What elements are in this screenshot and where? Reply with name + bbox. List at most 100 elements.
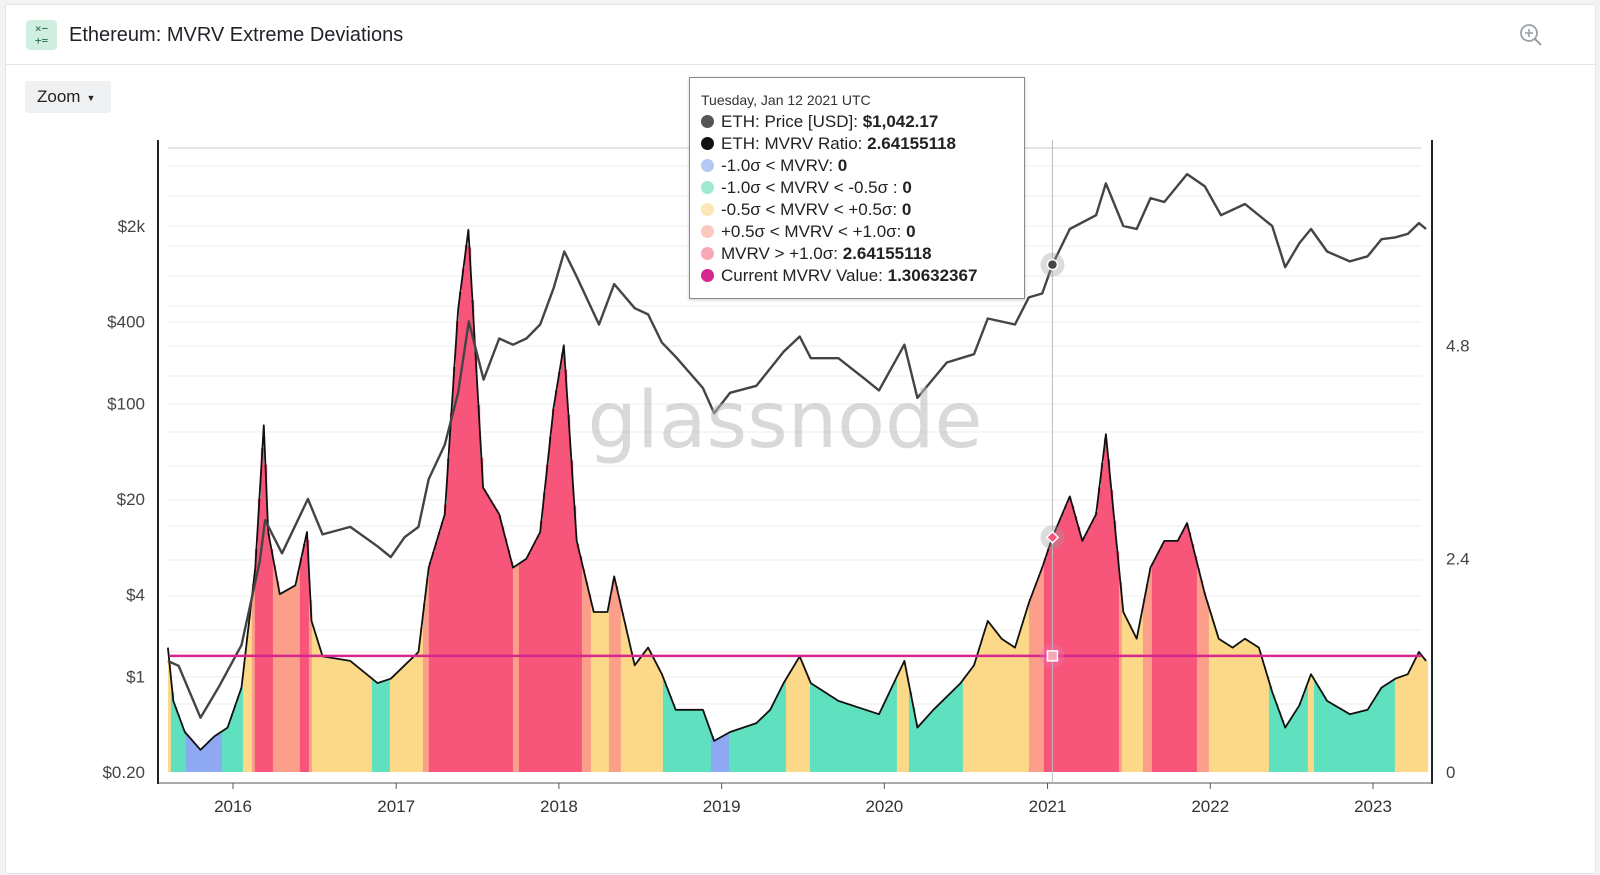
mvrv-band-bar — [932, 708, 937, 772]
mvrv-band-bar — [371, 679, 376, 772]
x-tick-label: 2023 — [1354, 797, 1392, 816]
mvrv-band-bar — [179, 722, 184, 772]
mvrv-band-bar — [1358, 711, 1363, 772]
mvrv-band-bar — [566, 414, 571, 772]
mvrv-band-bar — [302, 544, 307, 772]
tooltip-value: 0 — [837, 156, 848, 175]
mvrv-band-bar — [1145, 583, 1150, 772]
mvrv-band-bar — [890, 686, 895, 772]
mvrv-band-bar — [449, 412, 454, 772]
mvrv-band-bar — [254, 548, 259, 772]
zoom-in-icon[interactable] — [1518, 22, 1544, 48]
mvrv-band-bar — [809, 683, 814, 772]
mvrv-band-bar — [1250, 643, 1255, 772]
mvrv-band-bar — [1418, 653, 1423, 772]
y-right-tick-label: 4.8 — [1446, 336, 1470, 355]
mvrv-band-bar — [1337, 708, 1342, 772]
mvrv-band-bar — [956, 685, 961, 772]
mvrv-band-bar — [281, 592, 286, 772]
mvrv-band-bar — [821, 691, 826, 772]
mvrv-band-bar — [1400, 676, 1405, 772]
mvrv-band-bar — [242, 662, 247, 772]
mvrv-band-bar — [851, 705, 856, 772]
mvrv-band-bar — [731, 730, 736, 772]
mvrv-band-bar — [653, 661, 658, 772]
mvrv-band-bar — [1373, 697, 1378, 772]
mvrv-band-bar — [899, 667, 904, 772]
mvrv-band-bar — [764, 713, 769, 772]
mvrv-band-bar — [380, 681, 385, 772]
mvrv-band-bar — [245, 636, 250, 772]
mvrv-band-bar — [1178, 535, 1183, 772]
mvrv-band-bar — [869, 711, 874, 772]
mvrv-band-bar — [1217, 639, 1222, 772]
mvrv-band-bar — [1376, 692, 1381, 772]
mvrv-band-bar — [1316, 686, 1321, 772]
mvrv-band-bar — [776, 693, 781, 772]
mvrv-band-bar — [194, 745, 199, 772]
legend-dot-icon — [701, 137, 714, 150]
mvrv-band-bar — [1232, 646, 1237, 772]
mvrv-band-bar — [311, 627, 316, 772]
tooltip-value: 0 — [902, 178, 912, 197]
mvrv-band-bar — [935, 705, 940, 772]
mvrv-band-bar — [1094, 512, 1099, 772]
mvrv-band-bar — [401, 666, 406, 772]
tooltip-label: ETH: MVRV Ratio: — [721, 134, 868, 153]
tooltip-label: -1.0σ < MVRV: — [721, 156, 838, 175]
mvrv-band-bar — [1007, 643, 1012, 772]
mvrv-band-bar — [761, 716, 766, 772]
chevron-down-icon: ▼ — [86, 92, 96, 103]
mvrv-band-bar — [779, 687, 784, 772]
mvrv-band-bar — [743, 726, 748, 772]
mvrv-band-bar — [989, 625, 994, 772]
mvrv-band-bar — [752, 723, 757, 772]
mvrv-band-bar — [1106, 459, 1111, 772]
mvrv-band-bar — [593, 612, 598, 772]
tooltip-label: Current MVRV Value: — [721, 266, 888, 285]
mvrv-band-bar — [524, 558, 529, 772]
mvrv-band-bar — [986, 621, 991, 772]
mvrv-band-bar — [290, 587, 295, 772]
tooltip-value: 0 — [906, 222, 916, 241]
tooltip-row: Current MVRV Value: 1.30632367 — [701, 265, 1024, 287]
mvrv-band-bar — [1421, 657, 1426, 772]
zoom-dropdown[interactable]: Zoom ▼ — [25, 81, 111, 113]
mvrv-band-bar — [1403, 675, 1408, 772]
mvrv-band-bar — [476, 405, 481, 772]
mvrv-band-bar — [1067, 497, 1072, 772]
mvrv-band-bar — [1259, 656, 1264, 772]
mvrv-band-bar — [227, 722, 232, 772]
mvrv-band-bar — [575, 543, 580, 772]
mvrv-band-bar — [218, 732, 223, 772]
mvrv-band-bar — [611, 580, 616, 772]
mvrv-band-bar — [341, 659, 346, 772]
mvrv-band-bar — [1070, 505, 1075, 772]
mvrv-band-bar — [1148, 568, 1153, 772]
mvrv-band-bar — [803, 670, 808, 772]
mvrv-band-bar — [1265, 675, 1270, 772]
mvrv-band-bar — [1271, 695, 1276, 772]
mvrv-band-bar — [230, 713, 235, 772]
mvrv-band-bar — [644, 649, 649, 772]
y-left-tick-label: $4 — [126, 585, 145, 604]
mvrv-band-bar — [572, 505, 577, 772]
mvrv-band-bar — [767, 710, 772, 772]
mvrv-band-bar — [812, 685, 817, 772]
legend-dot-icon — [701, 159, 714, 172]
mvrv-band-bar — [1280, 720, 1285, 772]
tooltip-row: -0.5σ < MVRV < +0.5σ: 0 — [701, 199, 1024, 221]
mvrv-band-bar — [794, 661, 799, 772]
mvrv-band-bar — [569, 460, 574, 772]
mvrv-band-bar — [677, 709, 682, 772]
mvrv-band-bar — [992, 629, 997, 772]
mvrv-band-bar — [749, 724, 754, 772]
mvrv-band-bar — [1061, 511, 1066, 772]
mvrv-band-bar — [734, 729, 739, 772]
mvrv-band-bar — [374, 682, 379, 772]
mvrv-band-bar — [599, 612, 604, 772]
mvrv-band-bar — [824, 693, 829, 772]
mvrv-band-bar — [176, 714, 181, 772]
price-marker — [1046, 258, 1059, 271]
